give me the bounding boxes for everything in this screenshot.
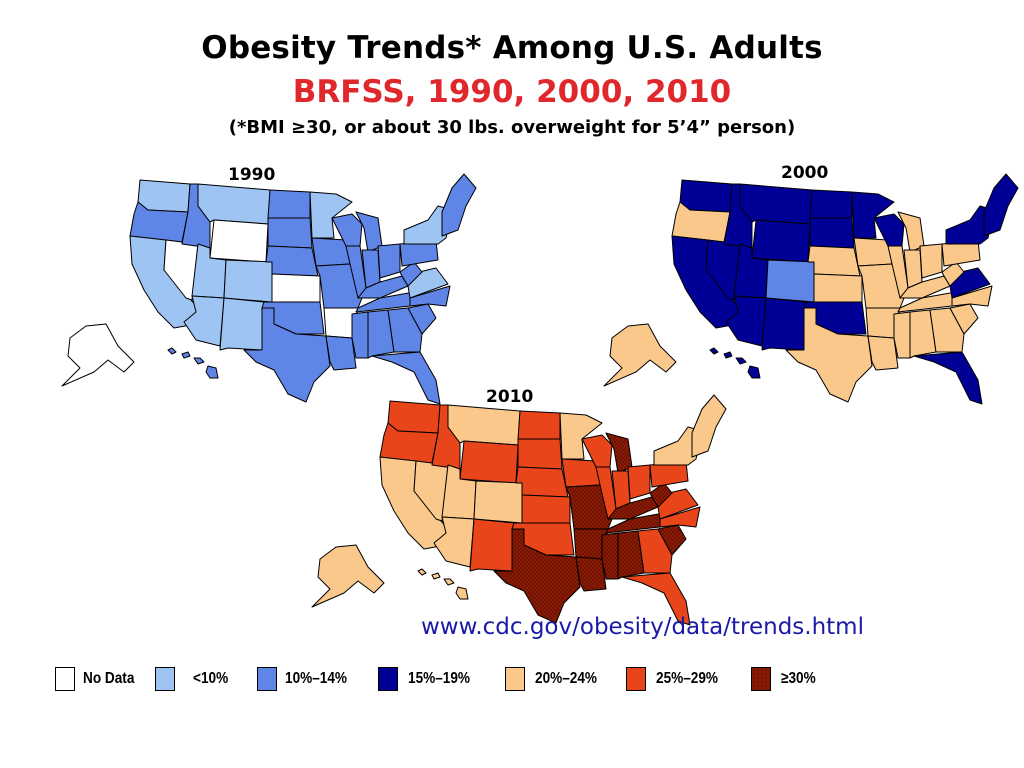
state-hi [709,347,761,379]
state-mt [447,404,521,446]
state-nm [219,297,265,351]
state-sd [517,438,563,470]
state-sc [407,303,437,335]
state-fl [621,572,691,626]
state-al [367,309,395,359]
legend-swatch [55,667,75,691]
state-nc [409,285,451,307]
state-nm [761,297,807,351]
state-tx [785,307,873,403]
state-sd [809,217,855,249]
state-wy [209,219,269,263]
state-oh [627,464,651,500]
legend-swatch [751,667,771,691]
state-mt [739,183,813,225]
legend-label: No Data [83,670,135,687]
state-nd [267,189,311,219]
state-ms [601,532,619,580]
state-mi [897,211,925,253]
legend-swatch [257,667,277,691]
state-ks [813,273,863,303]
legend-label: ≥30% [781,670,816,687]
state-nd [517,410,561,440]
state-wy [459,440,519,484]
state-nd [809,189,853,219]
legend-swatch [505,667,525,691]
state-ne-states [691,394,727,458]
map-year-2010: 2010 [486,387,534,407]
us-map-2010 [311,394,727,626]
us-map-2000 [603,173,1019,405]
state-la [325,335,357,371]
legend-swatch [626,667,646,691]
page-subtitle: BRFSS, 1990, 2000, 2010 [292,74,732,110]
state-co [765,259,817,303]
state-hi [417,568,469,600]
state-hi [167,347,219,379]
state-al [909,309,937,359]
state-ak [61,323,135,387]
bmi-note: (*BMI ≥30, or about 30 lbs. overweight f… [228,117,796,138]
state-co [473,480,525,524]
legend: No Data <10% 10%–14% 15%–19% 20%–24% 25%… [55,667,855,693]
state-mi [605,432,633,474]
us-map-1990 [61,173,477,405]
state-ks [271,273,321,303]
state-fl [913,351,983,405]
state-nm [469,518,515,572]
state-ne [265,245,319,277]
state-la [575,556,607,592]
state-oh [919,243,943,279]
state-sc [949,303,979,335]
state-la [867,335,899,371]
state-ne-states [441,173,477,237]
state-wa [137,179,191,213]
state-sc [657,524,687,556]
state-sd [267,217,313,249]
state-ak [603,323,677,387]
state-nc [659,506,701,528]
cdc-trends-link[interactable]: www.cdc.gov/obesity/data/trends.html [421,614,864,640]
state-co [223,259,275,303]
state-fl [371,351,441,405]
page-title: Obesity Trends* Among U.S. Adults [201,30,823,66]
state-tx [493,528,581,624]
state-mi [355,211,383,253]
state-mt [197,183,271,225]
state-ms [351,311,369,359]
map-year-1990: 1990 [228,165,276,185]
legend-label: <10% [193,670,229,687]
state-ak [311,544,385,608]
state-ne-states [983,173,1019,237]
legend-swatch [155,667,175,691]
state-wi [331,213,363,247]
state-oh [377,243,401,279]
state-ks [521,494,571,524]
state-wi [873,213,905,247]
state-ms [893,311,911,359]
state-ne [515,466,569,498]
state-wa [679,179,733,213]
legend-swatch [378,667,398,691]
legend-label: 25%–29% [656,670,719,687]
state-wy [751,219,811,263]
state-wa [387,400,441,434]
state-al [617,530,645,580]
legend-label: 20%–24% [535,670,598,687]
state-tx [243,307,331,403]
map-year-2000: 2000 [781,163,829,183]
state-ne [807,245,861,277]
legend-label: 10%–14% [285,670,348,687]
state-wi [581,434,613,468]
state-nc [951,285,993,307]
legend-label: 15%–19% [408,670,471,687]
